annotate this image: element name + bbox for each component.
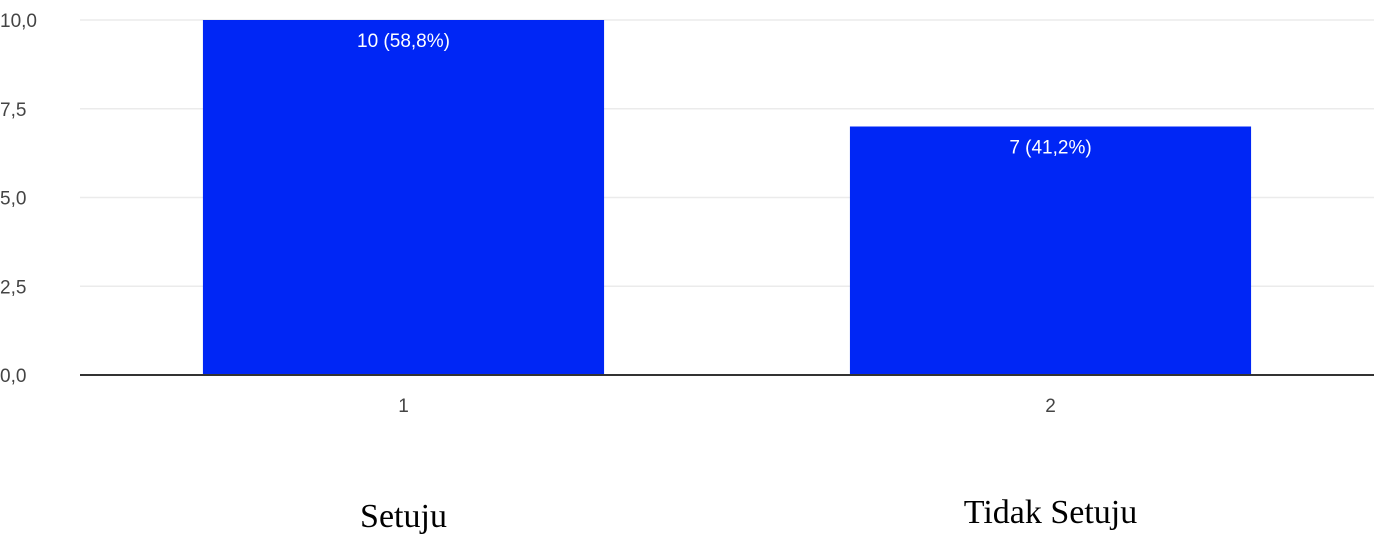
bar-data-label: 10 (58,8%) bbox=[357, 31, 450, 52]
labels: 0,0 2,5 5,0 7,5 10,0 10 (58,8%) 1 7 (41,2%) 2 bbox=[0, 11, 1092, 417]
y-tick-label: 10,0 bbox=[0, 11, 37, 32]
bar-data-label: 7 (41,2%) bbox=[1009, 138, 1091, 159]
y-tick-label: 7,5 bbox=[0, 100, 26, 121]
y-tick-label: 5,0 bbox=[0, 189, 26, 210]
bar-2 bbox=[849, 126, 1252, 375]
x-tick-label: 2 bbox=[1045, 396, 1056, 417]
y-tick-label: 2,5 bbox=[0, 277, 26, 298]
category-caption-setuju: Setuju bbox=[360, 498, 447, 535]
bar-1 bbox=[202, 20, 605, 375]
bars bbox=[202, 20, 1252, 375]
y-tick-label: 0,0 bbox=[0, 366, 26, 387]
category-caption-tidak-setuju: Tidak Setuju bbox=[963, 494, 1138, 531]
x-tick-label: 1 bbox=[398, 396, 409, 417]
